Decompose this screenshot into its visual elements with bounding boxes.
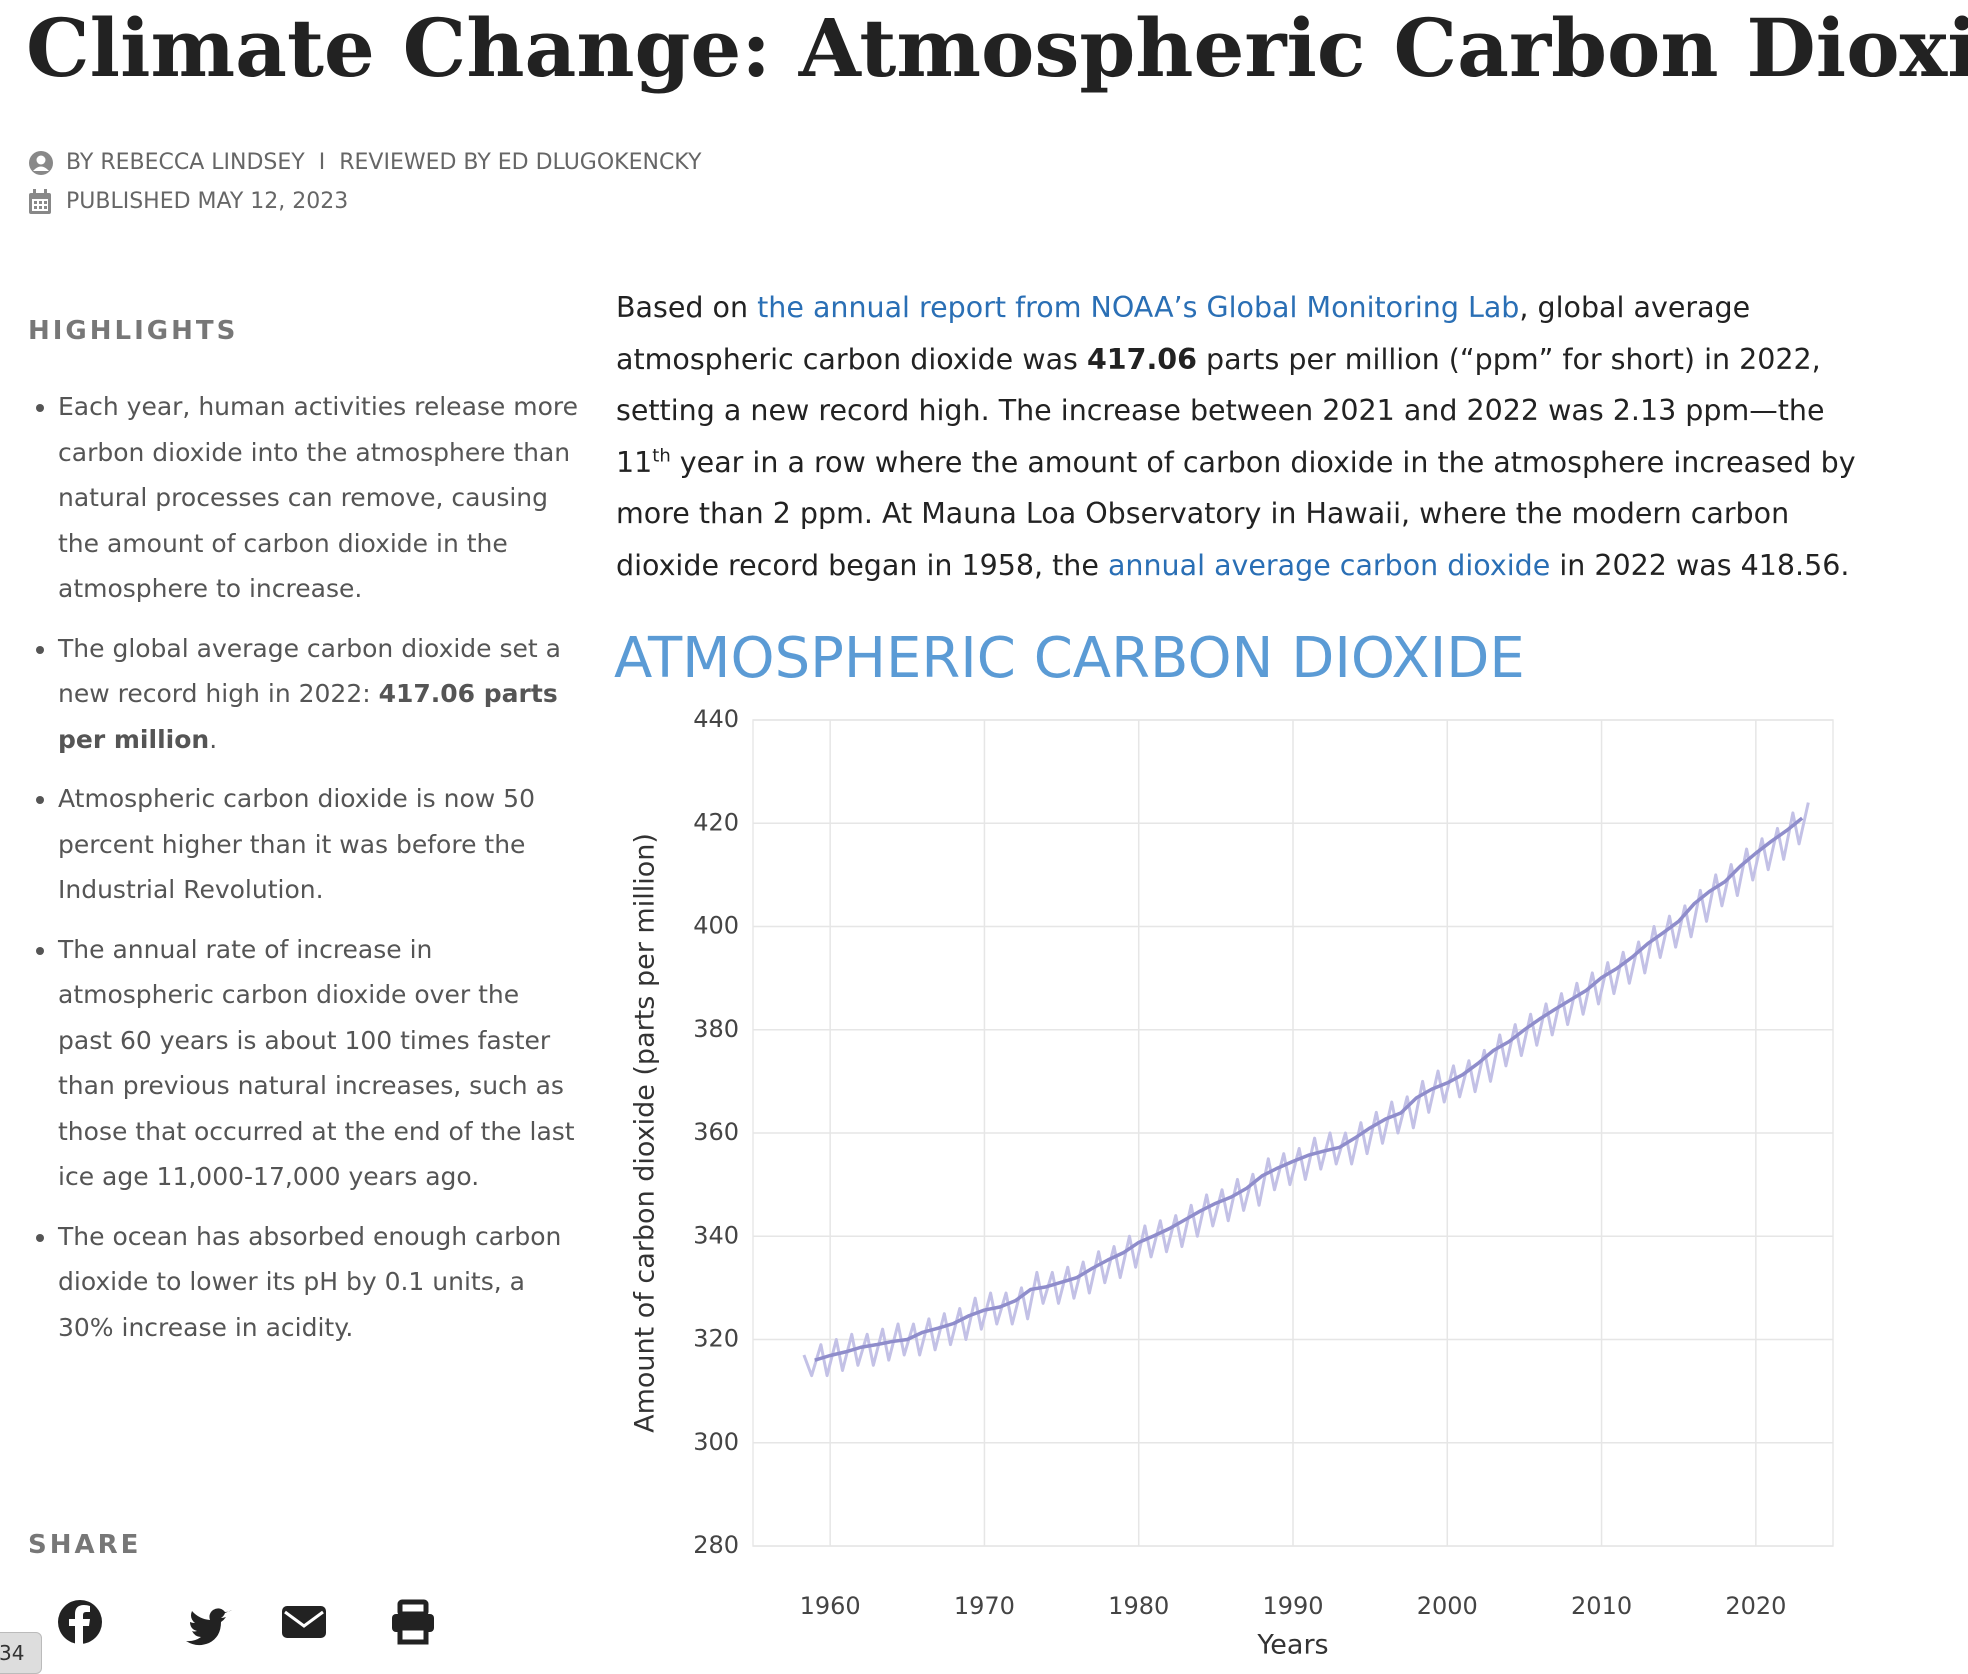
x-tick-label: 1990 bbox=[1262, 1592, 1323, 1620]
chart-title: ATMOSPHERIC CARBON DIOXIDE bbox=[614, 626, 1525, 691]
x-axis-label: Years bbox=[1256, 1630, 1328, 1661]
highlight-text: Atmospheric carbon dioxide is now 50 per… bbox=[58, 784, 535, 904]
highlights-heading: HIGHLIGHTS bbox=[28, 316, 239, 346]
highlight: Atmospheric carbon dioxide is now 50 per… bbox=[58, 776, 578, 913]
page-title: Climate Change: Atmospheric Carbon Dioxi… bbox=[26, 1, 1968, 95]
bold-value: 417.06 bbox=[1086, 342, 1197, 376]
author-icon bbox=[29, 151, 53, 175]
highlight: The ocean has absorbed enough carbon dio… bbox=[58, 1214, 578, 1351]
highlight-text: The annual rate of increase in atmospher… bbox=[58, 934, 575, 1192]
data-line bbox=[802, 802, 1810, 1378]
y-tick-label: 300 bbox=[693, 1428, 739, 1456]
annual-average-link[interactable]: annual average carbon dioxide bbox=[1107, 548, 1551, 582]
highlight-text: The global average carbon dioxide set a … bbox=[58, 633, 561, 709]
highlight: Each year, human activities release more… bbox=[58, 384, 578, 612]
y-tick-label: 280 bbox=[693, 1531, 739, 1559]
article-paragraph: Based on the annual report from NOAA’s G… bbox=[616, 282, 1886, 591]
author: BY REBECCA LINDSEY bbox=[66, 150, 305, 175]
highlights-list: Each year, human activities release more… bbox=[28, 384, 578, 1364]
x-tick-label: 1970 bbox=[954, 1592, 1015, 1620]
x-tick-label: 1960 bbox=[800, 1592, 861, 1620]
facebook-icon[interactable] bbox=[58, 1600, 102, 1644]
text: year in a row where the amount of carbon… bbox=[616, 445, 1856, 582]
print-icon[interactable] bbox=[392, 1599, 434, 1645]
email-icon[interactable] bbox=[282, 1606, 326, 1638]
data-line bbox=[814, 816, 1804, 1362]
text: parts per million (“ppm” for short) in 2… bbox=[616, 342, 1825, 479]
highlight-text: The ocean has absorbed enough carbon dio… bbox=[58, 1221, 562, 1342]
y-tick-label: 320 bbox=[693, 1325, 739, 1353]
text: Based on bbox=[616, 291, 758, 324]
published-date: PUBLISHED MAY 12, 2023 bbox=[66, 189, 349, 214]
x-tick-label: 1980 bbox=[1108, 1592, 1169, 1620]
highlight: The annual rate of increase in atmospher… bbox=[58, 927, 578, 1200]
y-tick-label: 360 bbox=[693, 1118, 739, 1146]
highlight-bold: 417.06 parts per million bbox=[58, 679, 558, 754]
byline: BY REBECCA LINDSEY I REVIEWED BY ED DLUGOK… bbox=[66, 150, 702, 175]
y-tick-label: 420 bbox=[693, 808, 739, 836]
x-tick-label: 2010 bbox=[1571, 1592, 1632, 1620]
report-link[interactable]: the annual report from NOAA’s Global Mon… bbox=[757, 291, 1520, 324]
y-tick-label: 400 bbox=[693, 912, 739, 940]
highlight-text: Each year, human activities release more… bbox=[58, 392, 578, 603]
calendar-icon bbox=[29, 189, 51, 214]
text: in 2022 was 418.56. bbox=[1550, 548, 1850, 582]
share-icons bbox=[58, 1599, 434, 1646]
text: , global average atmospheric carbon diox… bbox=[616, 291, 1751, 376]
y-tick-label: 440 bbox=[693, 705, 739, 733]
highlight-text: . bbox=[209, 724, 218, 754]
superscript: th bbox=[652, 445, 671, 466]
share-heading: SHARE bbox=[28, 1530, 142, 1560]
y-tick-label: 340 bbox=[693, 1221, 739, 1249]
highlight: The global average carbon dioxide set a … bbox=[58, 626, 578, 763]
x-tick-label: 2000 bbox=[1417, 1592, 1478, 1620]
y-axis-label: Amount of carbon dioxide (parts per mill… bbox=[630, 833, 661, 1433]
twitter-icon[interactable] bbox=[186, 1608, 232, 1646]
y-tick-label: 380 bbox=[693, 1015, 739, 1043]
reviewer: REVIEWED BY ED DLUGOKENCKY bbox=[339, 150, 702, 175]
x-tick-label: 2020 bbox=[1725, 1592, 1786, 1620]
